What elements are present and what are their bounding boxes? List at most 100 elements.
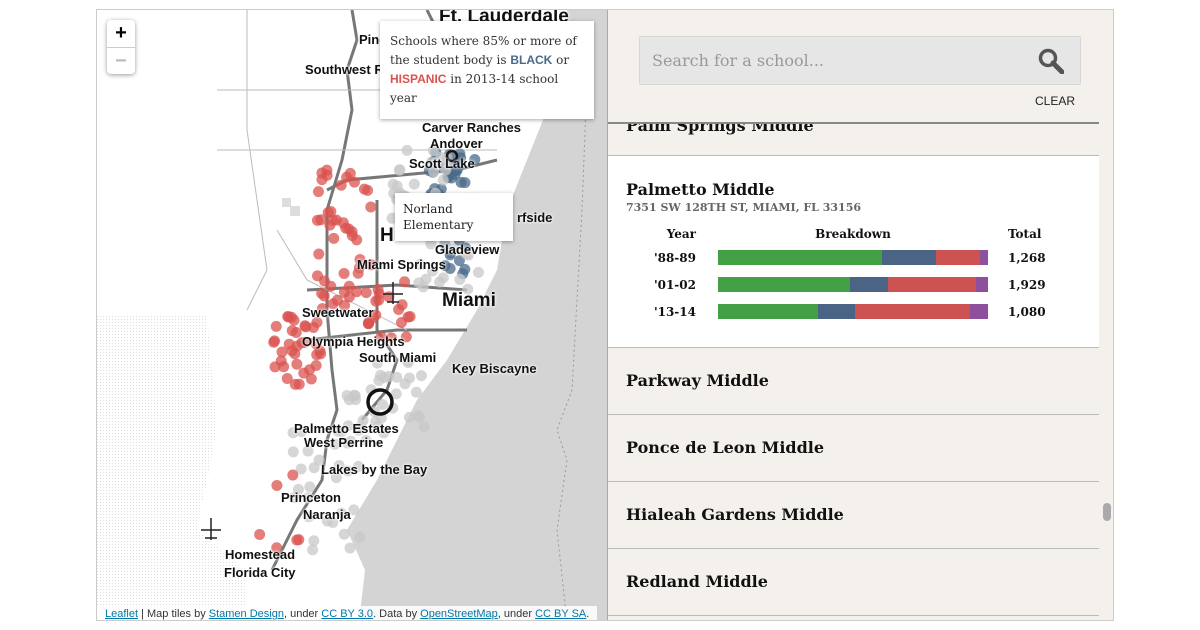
school-dot[interactable] bbox=[286, 311, 298, 323]
school-dot[interactable] bbox=[360, 434, 372, 446]
school-dot[interactable] bbox=[308, 462, 320, 474]
school-dot[interactable] bbox=[295, 426, 307, 438]
leaflet-link[interactable]: Leaflet bbox=[105, 608, 139, 620]
school-dot[interactable] bbox=[304, 481, 316, 493]
school-item-expanded[interactable]: Palmetto Middle 7351 SW 128TH ST, MIAMI,… bbox=[608, 156, 1099, 348]
school-dot[interactable] bbox=[451, 164, 463, 176]
school-dot[interactable] bbox=[393, 164, 405, 176]
school-dot[interactable] bbox=[399, 276, 411, 288]
ccbysa-link[interactable]: CC BY SA bbox=[535, 608, 587, 620]
school-dot[interactable] bbox=[472, 266, 484, 278]
school-dot[interactable] bbox=[402, 357, 414, 369]
school-dot[interactable] bbox=[348, 389, 360, 401]
school-dot[interactable] bbox=[328, 232, 340, 244]
school-dot[interactable] bbox=[453, 255, 465, 267]
school-dot[interactable] bbox=[391, 371, 403, 383]
school-item[interactable]: Hialeah Gardens Middle bbox=[608, 482, 1099, 549]
school-dot[interactable] bbox=[293, 534, 305, 546]
zoom-out-button[interactable]: − bbox=[107, 47, 135, 74]
school-dot[interactable] bbox=[427, 145, 439, 157]
school-dot[interactable] bbox=[344, 542, 356, 554]
school-dot[interactable] bbox=[305, 373, 317, 385]
school-dot[interactable] bbox=[425, 238, 437, 250]
school-dot[interactable] bbox=[287, 469, 299, 481]
school-dot[interactable] bbox=[414, 258, 426, 270]
school-dot[interactable] bbox=[469, 153, 481, 165]
school-dot[interactable] bbox=[439, 260, 451, 272]
school-dot[interactable] bbox=[408, 178, 420, 190]
school-dot[interactable] bbox=[311, 349, 323, 361]
school-dot[interactable] bbox=[308, 535, 320, 547]
school-dot[interactable] bbox=[365, 259, 377, 271]
school-dot[interactable] bbox=[404, 311, 416, 323]
school-dot[interactable] bbox=[376, 398, 388, 410]
school-dot[interactable] bbox=[396, 299, 408, 311]
school-item[interactable]: Palm Springs Middle bbox=[608, 124, 1099, 156]
school-dot[interactable] bbox=[339, 299, 351, 311]
school-dot[interactable] bbox=[315, 214, 327, 226]
school-dot[interactable] bbox=[390, 388, 402, 400]
school-dot[interactable] bbox=[287, 446, 299, 458]
school-dot[interactable] bbox=[434, 276, 446, 288]
school-dot[interactable] bbox=[313, 454, 325, 466]
school-dot[interactable] bbox=[363, 317, 375, 329]
school-dot[interactable] bbox=[325, 280, 337, 292]
school-dot[interactable] bbox=[318, 290, 330, 302]
school-dot[interactable] bbox=[335, 507, 347, 519]
school-dot[interactable] bbox=[413, 277, 425, 289]
school-dot[interactable] bbox=[276, 346, 288, 358]
school-dot[interactable] bbox=[418, 421, 430, 433]
school-dot[interactable] bbox=[343, 280, 355, 292]
school-dot[interactable] bbox=[372, 284, 384, 296]
school-dot[interactable] bbox=[348, 504, 360, 516]
school-dot[interactable] bbox=[270, 320, 282, 332]
school-dot[interactable] bbox=[370, 309, 382, 321]
school-dot[interactable] bbox=[410, 386, 422, 398]
school-dot[interactable] bbox=[303, 511, 315, 523]
school-dot[interactable] bbox=[343, 223, 355, 235]
school-dot[interactable] bbox=[396, 316, 408, 328]
school-dot[interactable] bbox=[430, 157, 442, 169]
stamen-link[interactable]: Stamen Design bbox=[208, 608, 284, 620]
school-dot[interactable] bbox=[312, 270, 324, 282]
school-dot[interactable] bbox=[462, 249, 474, 261]
school-dot[interactable] bbox=[316, 174, 328, 186]
school-dot[interactable] bbox=[286, 325, 298, 337]
school-dot[interactable] bbox=[455, 176, 467, 188]
school-dot[interactable] bbox=[372, 420, 384, 432]
school-dot[interactable] bbox=[329, 438, 341, 450]
school-dot[interactable] bbox=[454, 273, 466, 285]
school-dot[interactable] bbox=[338, 267, 350, 279]
school-dot[interactable] bbox=[352, 460, 364, 472]
school-dot[interactable] bbox=[281, 373, 293, 385]
search-input[interactable] bbox=[640, 37, 1020, 84]
school-dot[interactable] bbox=[358, 183, 370, 195]
school-dot[interactable] bbox=[333, 460, 345, 472]
school-dot[interactable] bbox=[292, 483, 304, 495]
school-dot[interactable] bbox=[287, 427, 299, 439]
school-dot[interactable] bbox=[383, 370, 395, 382]
school-dot[interactable] bbox=[345, 435, 357, 447]
school-item[interactable]: Parkway Middle bbox=[608, 348, 1099, 415]
school-dot[interactable] bbox=[312, 186, 324, 198]
school-dot[interactable] bbox=[330, 472, 342, 484]
search-icon[interactable] bbox=[1038, 48, 1064, 74]
school-dot[interactable] bbox=[354, 253, 366, 265]
school-dot[interactable] bbox=[373, 375, 385, 387]
school-dot[interactable] bbox=[399, 378, 411, 390]
school-dot[interactable] bbox=[307, 544, 319, 556]
school-dot[interactable] bbox=[447, 243, 459, 255]
school-dot[interactable] bbox=[271, 542, 283, 554]
school-item[interactable]: Redland Middle bbox=[608, 549, 1099, 616]
school-dot[interactable] bbox=[413, 411, 425, 423]
school-dot[interactable] bbox=[335, 179, 347, 191]
school-dot[interactable] bbox=[271, 479, 283, 491]
school-dot[interactable] bbox=[351, 234, 363, 246]
school-dot[interactable] bbox=[437, 174, 449, 186]
school-dot[interactable] bbox=[335, 426, 347, 438]
school-dot[interactable] bbox=[354, 531, 366, 543]
school-dot[interactable] bbox=[385, 332, 397, 344]
school-dot[interactable] bbox=[371, 357, 383, 369]
school-dot[interactable] bbox=[459, 263, 471, 275]
